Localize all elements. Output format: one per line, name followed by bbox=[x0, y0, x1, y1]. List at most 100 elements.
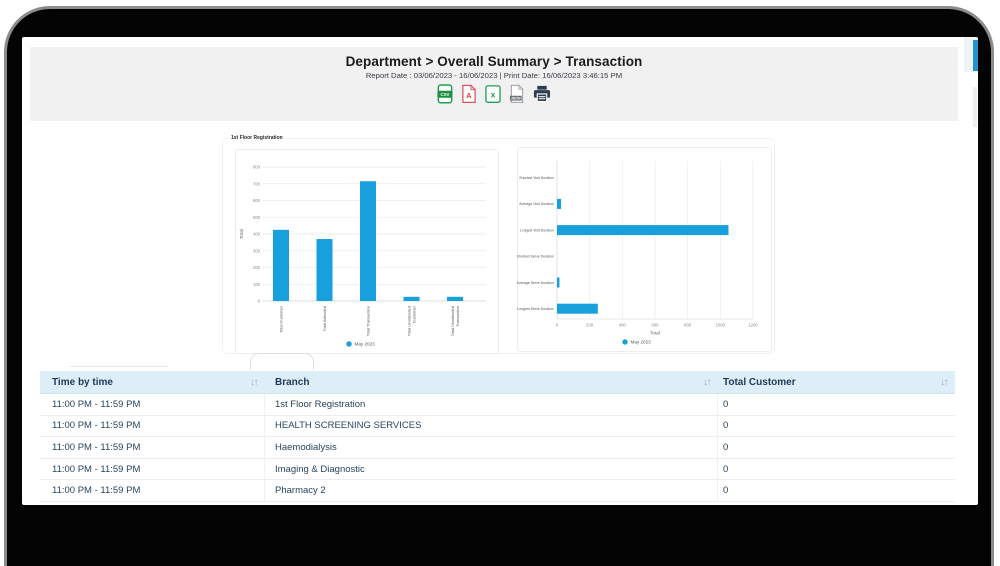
svg-text:1000: 1000 bbox=[716, 323, 726, 328]
sort-icon-total[interactable]: ↓↑ bbox=[940, 376, 949, 388]
svg-text:Total Attended: Total Attended bbox=[322, 306, 327, 331]
cell-branch: Pharmacy 2 bbox=[265, 480, 718, 501]
cell-time: 11:00 PM - 11:59 PM bbox=[40, 480, 265, 501]
svg-text:0: 0 bbox=[258, 299, 261, 304]
svg-text:Longest Serve Duration: Longest Serve Duration bbox=[517, 307, 554, 311]
svg-text:Total: Total bbox=[239, 229, 244, 239]
svg-text:Shortest Visit Duration: Shortest Visit Duration bbox=[519, 176, 554, 180]
cell-time: 11:00 PM - 11:59 PM bbox=[40, 437, 265, 458]
sort-icon-branch[interactable]: ↓↑ bbox=[703, 376, 712, 388]
summary-table: Time by time ↓↑ Branch ↓↑ Total Customer… bbox=[40, 371, 955, 502]
svg-text:Average Serve Duration: Average Serve Duration bbox=[517, 281, 554, 285]
horizontal-bar-chart: 0 200 400 600 800 1000 1200 Shortest Visit Dura… bbox=[517, 161, 758, 345]
bar bbox=[557, 198, 562, 209]
svg-text:Total Unattended: Total Unattended bbox=[407, 306, 412, 336]
column-header-time[interactable]: Time by time ↓↑ bbox=[52, 376, 259, 388]
bar bbox=[360, 181, 376, 301]
bar bbox=[557, 225, 729, 236]
svg-text:200: 200 bbox=[586, 323, 594, 328]
svg-text:JSON: JSON bbox=[511, 97, 521, 101]
export-excel-button[interactable]: x bbox=[485, 84, 501, 104]
svg-text:1200: 1200 bbox=[748, 323, 758, 328]
svg-text:CSV: CSV bbox=[441, 92, 450, 97]
table-row: 11:00 PM - 11:59 PM HEALTH SCREENING SERV… bbox=[40, 415, 955, 438]
svg-text:Total: Total bbox=[650, 331, 660, 336]
bar bbox=[316, 239, 333, 301]
cell-total: 0 bbox=[723, 463, 729, 475]
legend-label: May 2023 bbox=[355, 342, 376, 347]
svg-text:800: 800 bbox=[684, 323, 692, 328]
svg-text:0: 0 bbox=[556, 323, 559, 328]
export-toolbar: CSV A x bbox=[437, 84, 551, 104]
svg-text:Total Customer: Total Customer bbox=[279, 305, 284, 333]
svg-text:500: 500 bbox=[253, 215, 261, 220]
scrollbar-thumb[interactable] bbox=[973, 40, 978, 71]
cell-time: 11:00 PM - 11:59 PM bbox=[40, 458, 265, 480]
legend-marker bbox=[622, 339, 628, 345]
print-icon bbox=[533, 85, 551, 103]
cell-time: 11:00 PM - 11:59 PM bbox=[40, 415, 265, 437]
svg-text:Customer: Customer bbox=[412, 305, 417, 323]
column-header-branch[interactable]: Branch ↓↑ bbox=[275, 376, 712, 388]
bar bbox=[447, 296, 463, 301]
report-dates: Report Date : 03/06/2023 - 16/06/2023 | … bbox=[365, 71, 623, 80]
cell-total: 0 bbox=[723, 485, 729, 497]
svg-text:Total Transaction: Total Transaction bbox=[366, 306, 371, 336]
cell-branch: HEALTH SCREENING SERVICES bbox=[265, 415, 718, 437]
partial-control-outline bbox=[250, 353, 314, 370]
svg-text:100: 100 bbox=[253, 282, 261, 287]
svg-text:300: 300 bbox=[253, 248, 261, 253]
column-header-total[interactable]: Total Customer ↓↑ bbox=[723, 376, 949, 388]
cell-total: 0 bbox=[723, 420, 729, 432]
bar bbox=[557, 303, 598, 314]
section-title: 1st Floor Registration bbox=[228, 135, 286, 141]
json-icon: JSON bbox=[509, 84, 524, 103]
export-json-button[interactable]: JSON bbox=[509, 84, 525, 104]
table-row: 11:00 PM - 11:59 PM Imaging & Diagnostic 0 bbox=[40, 458, 955, 481]
svg-text:Longest Visit Duration: Longest Visit Duration bbox=[520, 228, 554, 232]
table-header-row: Time by time ↓↑ Branch ↓↑ Total Customer… bbox=[40, 371, 955, 394]
partial-divider bbox=[70, 366, 168, 367]
cell-time: 11:00 PM - 11:59 PM bbox=[40, 394, 265, 415]
svg-text:600: 600 bbox=[652, 323, 660, 328]
svg-text:Total Unattended: Total Unattended bbox=[450, 306, 455, 336]
svg-text:400: 400 bbox=[253, 232, 261, 237]
svg-text:Average Visit Duration: Average Visit Duration bbox=[519, 202, 554, 206]
report-header: Department > Overall Summary > Transacti… bbox=[30, 47, 958, 121]
sort-icon-time[interactable]: ↓↑ bbox=[250, 376, 259, 388]
table-row: 11:00 PM - 11:59 PM Pharmacy 2 0 bbox=[40, 480, 955, 502]
svg-text:Shortest Serve Duration: Shortest Serve Duration bbox=[517, 255, 554, 259]
svg-text:A: A bbox=[466, 91, 472, 100]
section-panel bbox=[222, 138, 775, 354]
cell-branch: Haemodialysis bbox=[265, 437, 718, 458]
print-button[interactable] bbox=[533, 84, 551, 104]
scrollbar-strip bbox=[973, 87, 977, 127]
screen: Department > Overall Summary > Transacti… bbox=[22, 37, 978, 505]
svg-text:700: 700 bbox=[253, 181, 261, 186]
excel-icon: x bbox=[485, 85, 501, 103]
export-pdf-button[interactable]: A bbox=[461, 84, 477, 104]
vertical-bar-chart: 0 100 200 300 400 500 600 700 800 Total Total Cust… bbox=[239, 165, 486, 347]
svg-text:400: 400 bbox=[619, 323, 627, 328]
legend-marker bbox=[346, 341, 352, 347]
svg-text:x: x bbox=[491, 89, 496, 99]
svg-text:800: 800 bbox=[253, 165, 261, 170]
bar bbox=[557, 277, 560, 288]
chart-total-by-type: 0 100 200 300 400 500 600 700 800 Total Total Cust… bbox=[235, 149, 499, 354]
legend-label: May 2023 bbox=[631, 340, 652, 345]
bar bbox=[403, 296, 420, 301]
svg-text:200: 200 bbox=[253, 265, 261, 270]
cell-total: 0 bbox=[723, 398, 729, 410]
csv-icon: CSV bbox=[437, 84, 453, 104]
table-row: 11:00 PM - 11:59 PM Haemodialysis 0 bbox=[40, 437, 955, 459]
cell-total: 0 bbox=[723, 441, 729, 453]
chart-durations: 0 200 400 600 800 1000 1200 Shortest Visit Dura… bbox=[517, 147, 772, 352]
page-title: Department > Overall Summary > Transacti… bbox=[345, 54, 643, 69]
bar bbox=[273, 229, 289, 301]
table-row: 11:00 PM - 11:59 PM 1st Floor Registratio… bbox=[40, 394, 955, 416]
cell-branch: 1st Floor Registration bbox=[265, 394, 718, 415]
table-body: 11:00 PM - 11:59 PM 1st Floor Registratio… bbox=[40, 394, 955, 502]
cell-branch: Imaging & Diagnostic bbox=[265, 458, 718, 480]
export-csv-button[interactable]: CSV bbox=[437, 84, 453, 104]
svg-text:600: 600 bbox=[253, 198, 261, 203]
